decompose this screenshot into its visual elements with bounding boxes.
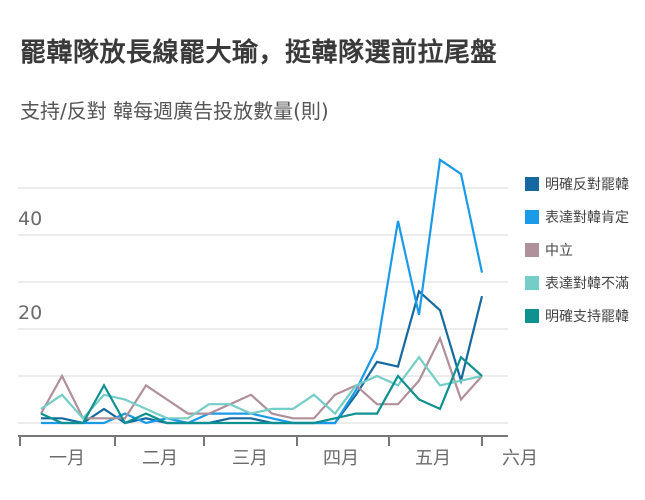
x-tick-apr: 四月 bbox=[323, 448, 359, 469]
x-axis bbox=[18, 435, 508, 446]
series-line bbox=[40, 355, 483, 420]
legend-item-criticize-han: 表達對韓不滿 bbox=[525, 271, 629, 294]
legend-item-oppose-recall: 明確反對罷韓 bbox=[525, 172, 629, 195]
legend-label: 明確支持罷韓 bbox=[545, 308, 629, 325]
legend-label: 表達對韓肯定 bbox=[545, 209, 629, 226]
x-tick-mar: 三月 bbox=[232, 448, 268, 469]
legend-label: 表達對韓不滿 bbox=[545, 275, 629, 292]
legend-label: 中立 bbox=[545, 242, 573, 259]
legend: 明確反對罷韓 表達對韓肯定 中立 表達對韓不滿 明確支持罷韓 bbox=[525, 172, 629, 337]
legend-swatch bbox=[525, 242, 539, 257]
legend-swatch bbox=[525, 308, 539, 323]
y-tick-20: 20 bbox=[18, 302, 43, 324]
legend-item-support-recall: 明確支持罷韓 bbox=[525, 304, 629, 327]
chart-subtitle: 支持/反對 韓每週廣告投放數量(則) bbox=[20, 99, 329, 123]
x-tick-may: 五月 bbox=[415, 448, 451, 469]
x-tick-jun: 六月 bbox=[502, 448, 538, 469]
legend-swatch bbox=[525, 209, 539, 224]
legend-item-neutral: 中立 bbox=[525, 238, 629, 261]
legend-label: 明確反對罷韓 bbox=[545, 176, 629, 193]
series-line bbox=[41, 289, 484, 425]
chart-title: 罷韓隊放長線罷大瑜，挺韓隊選前拉尾盤 bbox=[20, 38, 498, 68]
x-tick-jan: 一月 bbox=[49, 448, 85, 469]
y-tick-40: 40 bbox=[18, 208, 43, 230]
series-line bbox=[40, 335, 483, 420]
legend-item-affirm-han: 表達對韓肯定 bbox=[525, 205, 629, 228]
legend-swatch bbox=[525, 275, 539, 290]
series-line bbox=[40, 355, 483, 425]
legend-swatch bbox=[525, 176, 539, 191]
x-tick-feb: 二月 bbox=[142, 448, 178, 469]
data-lines bbox=[40, 157, 484, 425]
